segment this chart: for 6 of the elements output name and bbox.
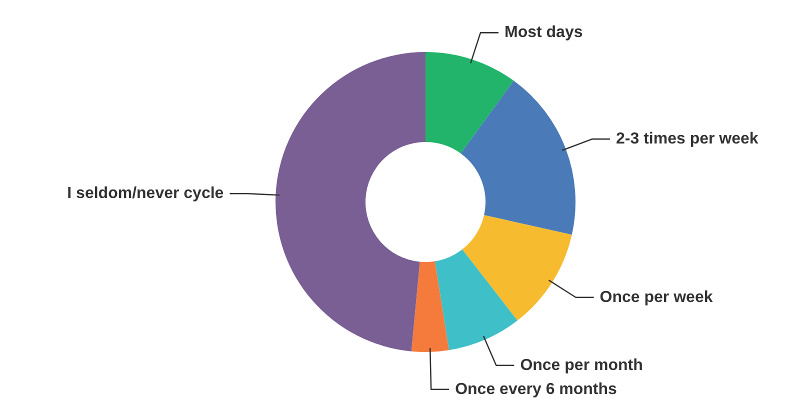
slice-label: I seldom/never cycle: [67, 185, 224, 202]
slice-label: Once every 6 months: [455, 380, 618, 398]
slice-label: Most days: [504, 24, 583, 42]
slice-label: Once per month: [520, 356, 643, 374]
slice-label: 2-3 times per week: [616, 130, 758, 148]
slice-label: Once per week: [600, 288, 713, 306]
